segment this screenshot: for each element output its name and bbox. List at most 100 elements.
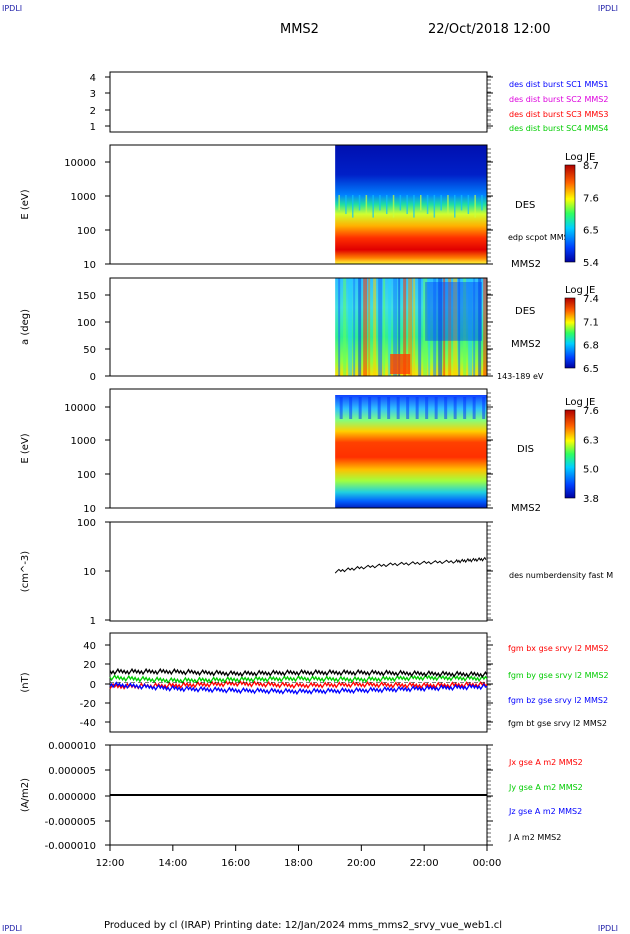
y-tick-label: 100 xyxy=(77,318,96,329)
pitch-streak xyxy=(338,278,341,376)
pitch-streak xyxy=(368,278,371,376)
colorbar-tick-label: 7.6 xyxy=(583,193,599,204)
colorbar-tick-label: 6.5 xyxy=(583,364,599,375)
series-label: 143-189 eV xyxy=(497,372,544,381)
corner-mark-top-right: IPDLI xyxy=(597,4,618,13)
series-label: des numberdensity fast M xyxy=(509,571,613,580)
series-label: des dist burst SC2 MMS2 xyxy=(509,95,608,104)
corner-mark-bottom-right: IPDLI xyxy=(597,924,618,933)
pitch-streak xyxy=(348,278,353,376)
x-tick-label: 20:00 xyxy=(347,858,376,869)
pitch-streak xyxy=(423,278,428,376)
panel-frame-des-pitch xyxy=(109,277,488,377)
x-tick-label: 00:00 xyxy=(473,858,502,869)
y-tick-label: 2 xyxy=(90,106,96,117)
series-label: MMS2 xyxy=(511,259,541,270)
y-axis-label: (A/m2) xyxy=(20,778,31,812)
pitch-streak xyxy=(453,278,458,376)
x-tick-label: 16:00 xyxy=(221,858,250,869)
bfield-series-line xyxy=(109,667,488,679)
colorbar-tick-label: 8.7 xyxy=(583,161,599,172)
pitch-streak xyxy=(403,278,407,376)
pitch-streak xyxy=(458,278,461,376)
colorbar-title: Log JE xyxy=(565,397,595,408)
y-axis-label: (cm^-3) xyxy=(20,551,31,592)
y-tick-label: 0 xyxy=(90,372,96,383)
pitch-streak xyxy=(378,278,383,376)
pitch-streak xyxy=(398,278,401,376)
series-label: fgm by gse srvy l2 MMS2 xyxy=(508,671,609,680)
x-tick-label: 18:00 xyxy=(284,858,313,869)
y-axis-label: E (eV) xyxy=(20,189,31,219)
y-tick-label: 20 xyxy=(83,660,96,671)
pitch-streak xyxy=(433,278,437,376)
pitch-streak xyxy=(408,278,413,376)
series-label: des dist burst SC1 MMS1 xyxy=(509,80,608,89)
y-tick-label: 150 xyxy=(77,291,96,302)
x-tick-label: 12:00 xyxy=(96,858,125,869)
y-tick-label: 10 xyxy=(83,260,96,271)
panel-frame-dis-energy xyxy=(109,388,488,509)
y-tick-label: -40 xyxy=(80,718,96,729)
x-tick-label: 22:00 xyxy=(410,858,439,869)
y-tick-label: 10000 xyxy=(64,158,96,169)
y-tick-label: 1000 xyxy=(71,192,96,203)
series-label: Jy gse A m2 MMS2 xyxy=(508,783,583,792)
y-axis-label: E (eV) xyxy=(20,433,31,463)
y-tick-label: 3 xyxy=(90,89,96,100)
y-tick-label: 100 xyxy=(77,226,96,237)
y-tick-label: 10 xyxy=(83,567,96,578)
pitch-streak xyxy=(448,278,452,376)
colorbar-tick-label: 7.4 xyxy=(583,294,599,305)
series-label: fgm bz gse srvy l2 MMS2 xyxy=(508,696,608,705)
pitch-streak xyxy=(478,278,482,376)
pitch-streak xyxy=(428,278,431,376)
pitch-streak xyxy=(418,278,422,376)
multi-panel-plot: 4 3 2 1 des dist burst SC1 MMS1 des dist burs… xyxy=(20,71,613,869)
des-energy-spectrogram xyxy=(335,145,487,264)
y-tick-label: -0.000010 xyxy=(45,841,96,852)
x-tick-label: 14:00 xyxy=(158,858,187,869)
series-label: MMS2 xyxy=(511,339,541,350)
colorbar-tick-label: 6.8 xyxy=(583,341,599,352)
corner-mark-top-left: IPDLI xyxy=(2,4,23,13)
series-label: DES xyxy=(515,200,535,211)
y-tick-label: 4 xyxy=(90,73,96,84)
series-label: edp scpot MMS2 xyxy=(508,233,574,242)
pitch-streak xyxy=(363,278,368,376)
density-series-line xyxy=(334,556,487,574)
bfield-series-line xyxy=(109,673,488,684)
series-label: DIS xyxy=(517,444,534,455)
pitch-streak xyxy=(343,278,347,376)
colorbar-tick-label: 3.8 xyxy=(583,494,599,505)
panel-frame-sc-position xyxy=(109,71,488,133)
colorbar xyxy=(564,297,576,369)
pitch-streak xyxy=(373,278,377,376)
series-label: DES xyxy=(515,306,535,317)
corner-mark-bottom-left: IPDLI xyxy=(2,924,23,933)
page-title: MMS2 xyxy=(280,22,319,37)
y-tick-label: -20 xyxy=(80,699,96,710)
y-tick-label: 1000 xyxy=(71,436,96,447)
panel-frame-des-energy xyxy=(109,144,488,265)
panel-frame-density xyxy=(109,521,488,622)
pitch-streak xyxy=(393,278,398,376)
colorbar xyxy=(564,409,576,499)
y-tick-label: 0 xyxy=(90,680,96,691)
bfield-series-line xyxy=(109,680,488,690)
series-label: J A m2 MMS2 xyxy=(508,833,561,842)
series-label: fgm bt gse srvy l2 MMS2 xyxy=(508,719,607,728)
pitch-streak xyxy=(413,278,416,376)
pitch-streak xyxy=(358,278,362,376)
series-label: Jx gse A m2 MMS2 xyxy=(508,758,583,767)
colorbar xyxy=(564,164,576,263)
footer-credit: Produced by cl (IRAP) Printing date: 12/… xyxy=(104,920,503,931)
bfield-series-line xyxy=(109,681,488,696)
y-tick-label: -0.000005 xyxy=(45,817,96,828)
y-tick-label: 100 xyxy=(77,518,96,529)
pitch-streak xyxy=(443,278,446,376)
pitch-streak xyxy=(483,278,488,376)
series-label: MMS2 xyxy=(511,503,541,514)
pitch-streak xyxy=(438,278,443,376)
y-tick-label: 0.000000 xyxy=(48,792,96,803)
